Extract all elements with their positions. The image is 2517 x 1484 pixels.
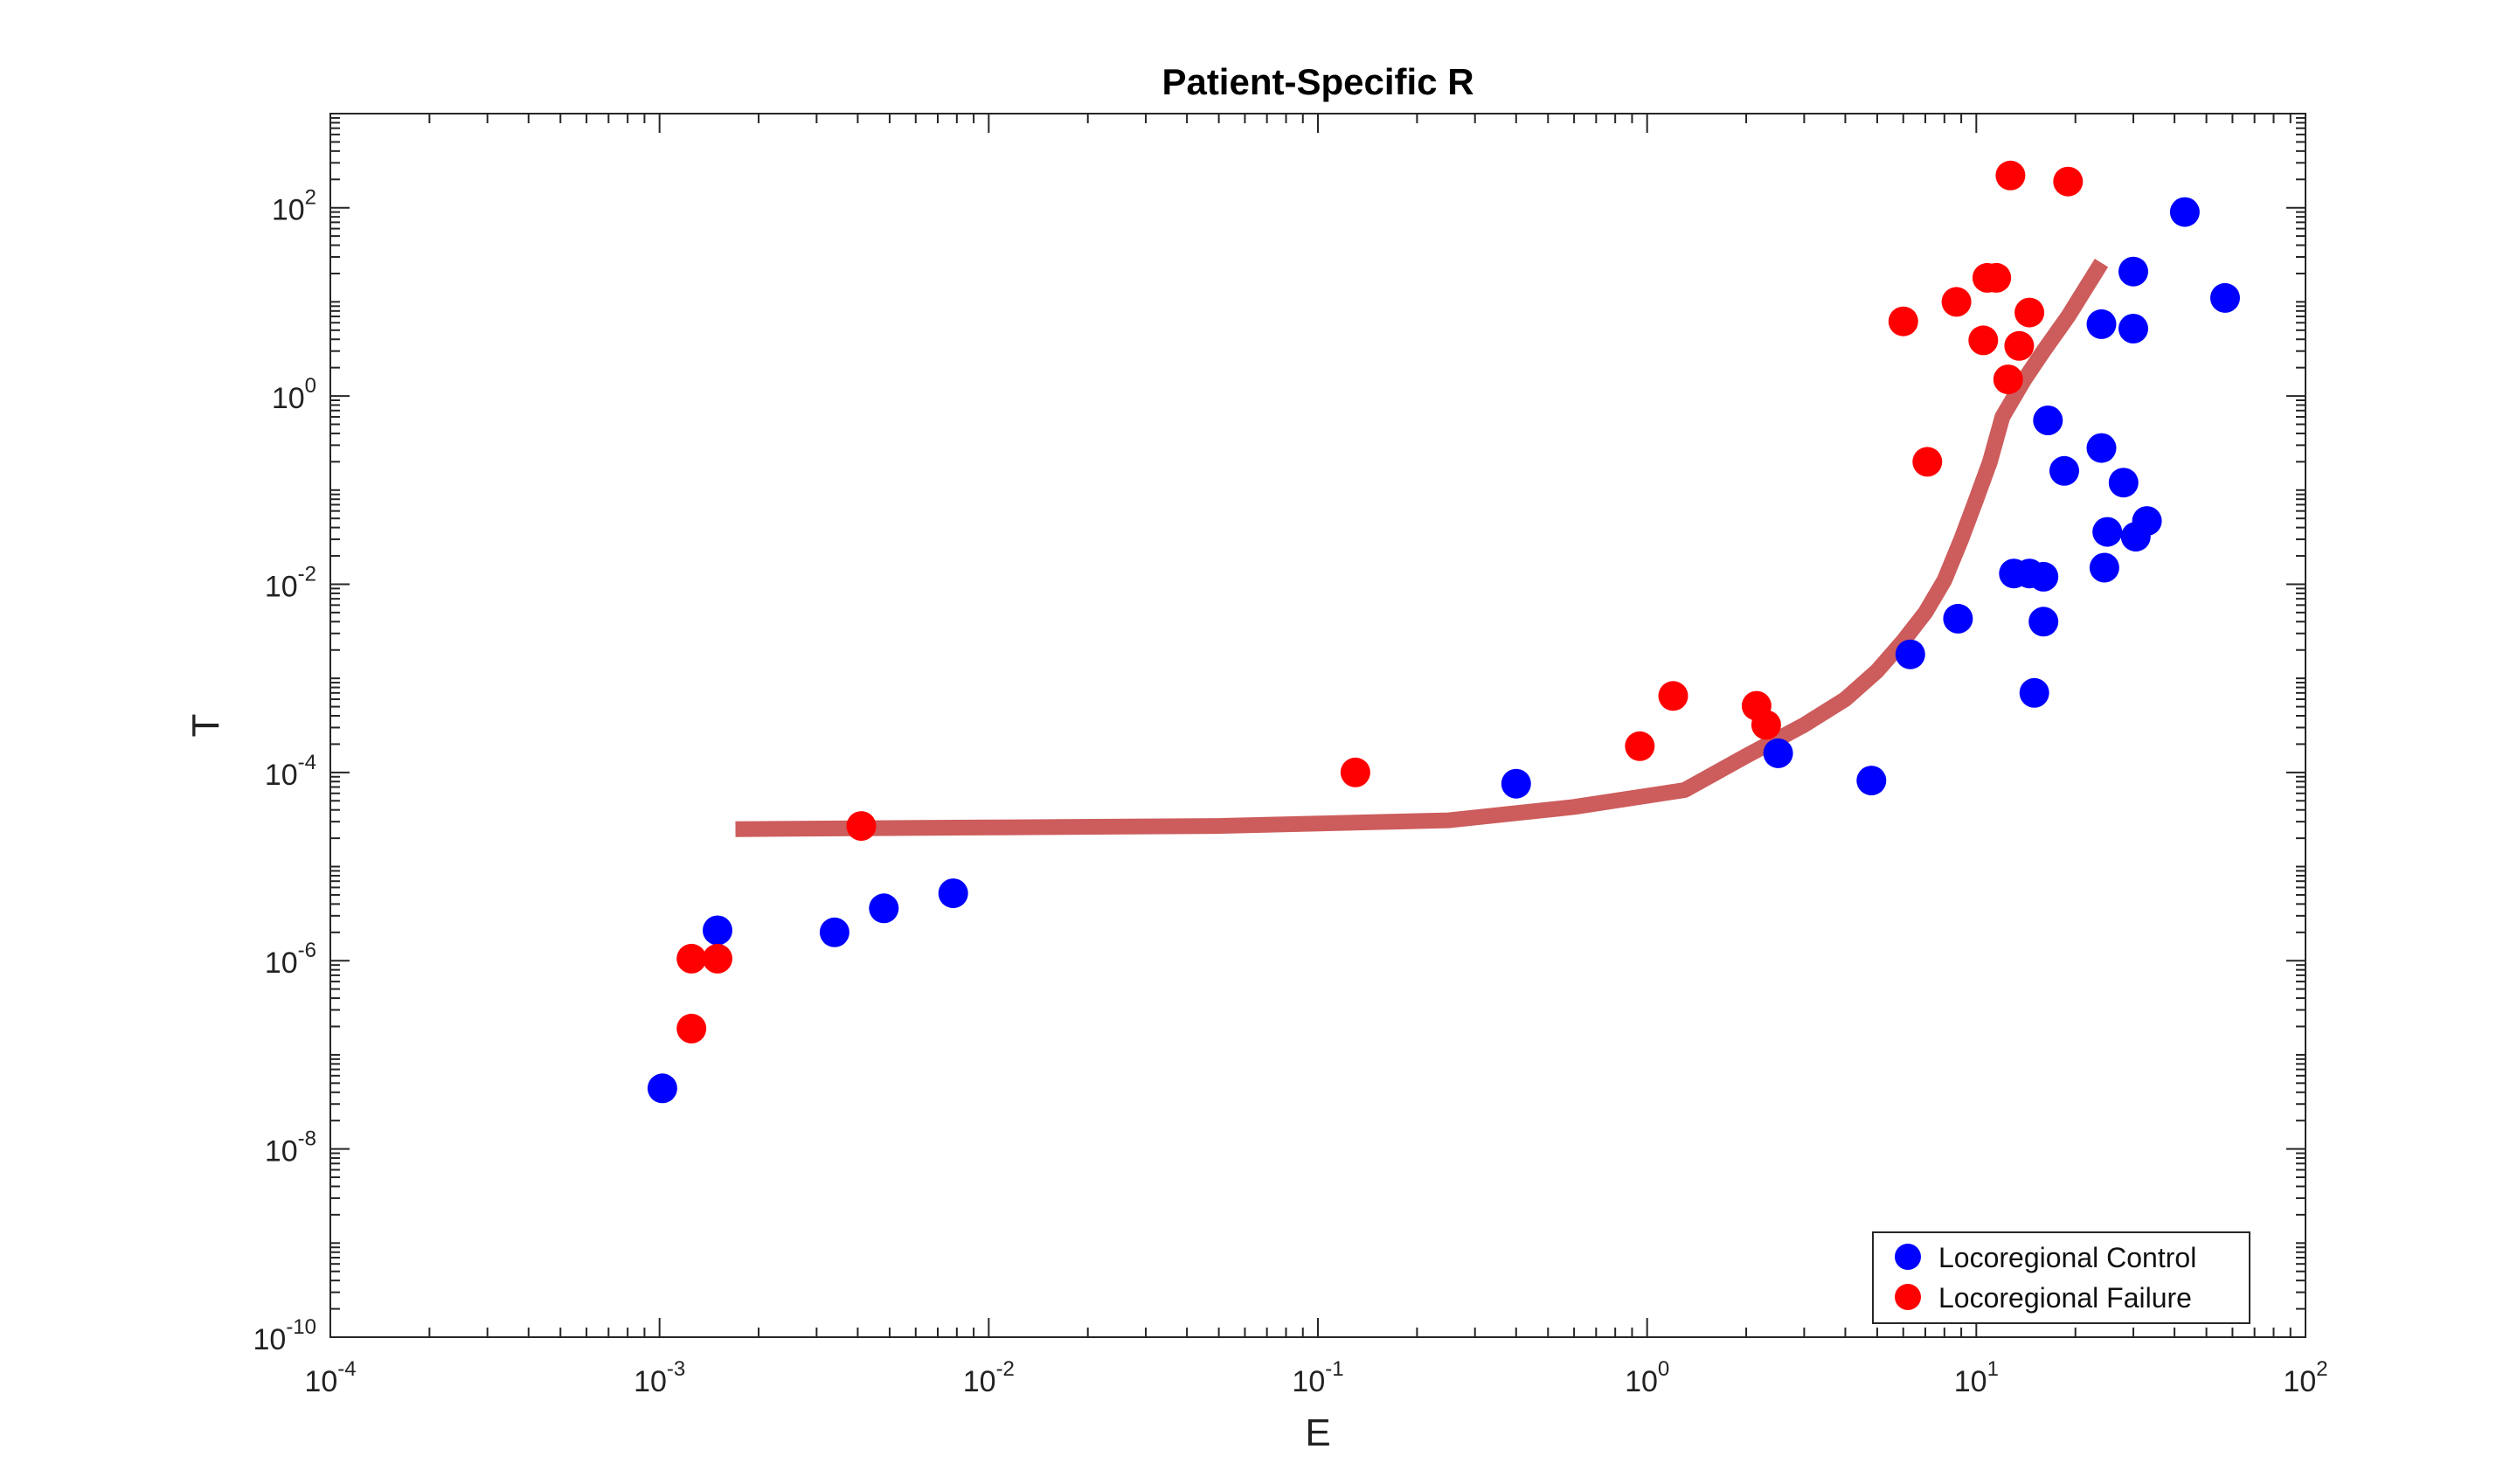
control-point-8 (1895, 639, 1925, 669)
failure-point-19 (2053, 166, 2084, 197)
failure-point-3 (846, 811, 877, 842)
y-tick-label-3: 10-4 (265, 751, 316, 792)
control-point-4 (938, 878, 968, 909)
y-axis-label: T (184, 714, 227, 738)
legend-label-failure: Locoregional Failure (1938, 1282, 2192, 1314)
control-point-16 (2049, 455, 2079, 486)
legend-box (1872, 1231, 2250, 1324)
failure-point-10 (1912, 447, 1943, 477)
x-tick-label-4: 100 (1625, 1357, 1669, 1398)
x-tick-label-2: 10-2 (963, 1357, 1015, 1398)
control-point-14 (2019, 677, 2049, 708)
control-point-26 (2169, 197, 2200, 227)
x-tick-label-5: 101 (1954, 1357, 1999, 1398)
control-point-18 (2089, 552, 2119, 583)
failure-point-16 (2004, 330, 2035, 361)
control-point-20 (2108, 468, 2139, 498)
failure-points (676, 160, 2084, 1044)
failure-point-18 (1995, 160, 2026, 191)
control-points (647, 197, 2240, 1104)
x-axis-label: E (1305, 1411, 1330, 1454)
failure-point-15 (1993, 364, 2023, 395)
x-tick-label-3: 10-1 (1292, 1357, 1343, 1398)
failure-point-2 (703, 943, 732, 974)
control-point-15 (2033, 406, 2063, 435)
failure-point-9 (1888, 306, 1918, 336)
fit-line (735, 258, 2109, 837)
failure-point-17 (2014, 297, 2045, 328)
legend-label-control: Locoregional Control (1938, 1242, 2196, 1273)
failure-point-14 (1981, 262, 2012, 293)
control-point-17 (2086, 433, 2117, 463)
y-tick-labels: 10-10 10-8 10-6 10-4 10-2 100 102 (253, 186, 316, 1356)
chart-title: Patient-Specific R (1161, 61, 1473, 102)
failure-point-11 (1941, 287, 1972, 317)
y-tick-label-0: 10-10 (253, 1315, 316, 1356)
legend: Locoregional Control Locoregional Failur… (1872, 1231, 2250, 1324)
control-point-27 (2210, 282, 2240, 313)
control-point-19 (2092, 517, 2123, 547)
y-tick-label-1: 10-8 (265, 1127, 316, 1168)
control-point-6 (1763, 738, 1793, 768)
legend-marker-control (1895, 1244, 1921, 1270)
control-point-24 (2118, 314, 2148, 343)
control-point-7 (1856, 766, 1887, 796)
y-tick-label-6: 102 (272, 186, 316, 227)
failure-point-8 (1751, 710, 1781, 740)
x-tick-label-6: 102 (2283, 1357, 2327, 1398)
failure-point-6 (1658, 681, 1688, 711)
failure-point-1 (676, 1013, 707, 1044)
control-point-3 (869, 893, 899, 924)
plot-frame (329, 113, 2306, 1338)
control-point-23 (2086, 309, 2117, 339)
y-tick-label-2: 10-6 (265, 939, 316, 980)
failure-point-4 (1340, 757, 1370, 787)
failure-point-12 (1968, 325, 1999, 356)
legend-marker-failure (1895, 1284, 1921, 1310)
failure-point-5 (1625, 731, 1655, 761)
y-tick-label-5: 100 (272, 374, 316, 415)
plot-area (330, 114, 2306, 1337)
control-point-1 (703, 915, 732, 946)
y-tick-label-4: 10-2 (265, 562, 316, 603)
control-point-2 (819, 917, 849, 947)
control-point-9 (1943, 603, 1973, 634)
x-tick-label-1: 10-3 (634, 1357, 685, 1398)
control-point-0 (647, 1073, 677, 1104)
control-point-13 (2028, 607, 2059, 637)
axis-ticks (329, 113, 2306, 1338)
failure-point-0 (676, 943, 707, 974)
x-tick-label-0: 10-4 (304, 1357, 356, 1398)
control-point-5 (1501, 768, 1531, 799)
control-point-22 (2132, 506, 2162, 537)
control-point-12 (2028, 561, 2059, 592)
x-tick-labels: 10-4 10-3 10-2 10-1 100 101 102 (304, 1357, 2327, 1398)
control-point-25 (2118, 256, 2148, 287)
